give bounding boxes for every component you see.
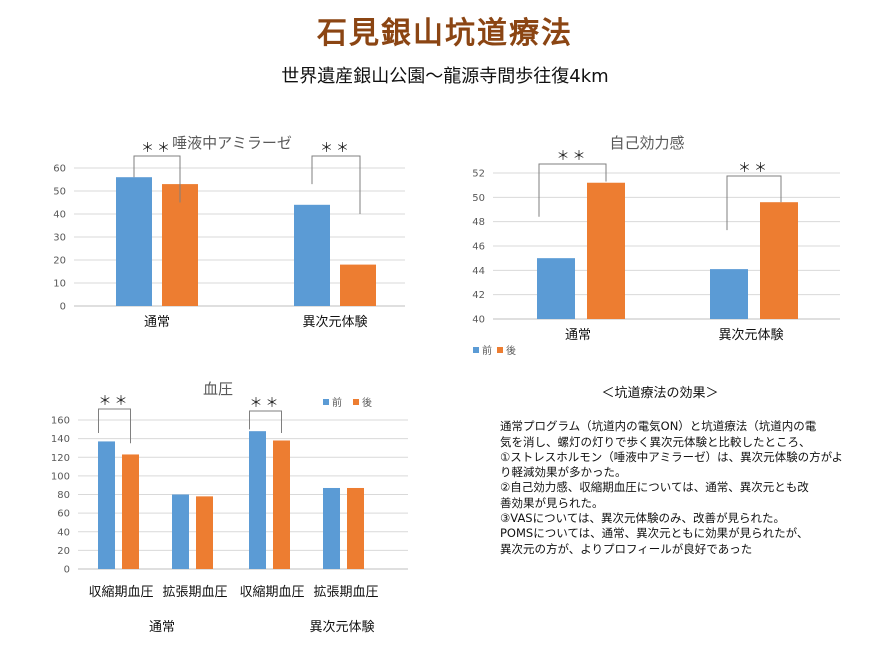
y-tick-label: 0 xyxy=(60,302,66,313)
bar-after xyxy=(196,496,213,569)
amylase-chart: 唾液中アミラーゼ 0 10 20 30 40 50 60 通常 ＊＊ 異次元体験 ＊＊ xyxy=(53,134,405,330)
y-tick-label: 40 xyxy=(57,527,70,538)
y-tick-label: 120 xyxy=(51,453,70,464)
significance-marker: ＊＊ xyxy=(556,149,588,164)
chart-title: 自己効力感 xyxy=(609,134,684,152)
y-tick-label: 20 xyxy=(53,256,66,267)
category-label: 通常 xyxy=(144,315,170,330)
effects-line: 善効果が見られた。 xyxy=(500,495,604,510)
significance-marker: ＊＊ xyxy=(141,141,173,156)
y-tick-label: 48 xyxy=(472,217,485,228)
category-label: 通常 xyxy=(565,328,591,343)
effects-line: ②自己効力感、収縮期血圧については、通常、異次元とも改 xyxy=(500,480,809,495)
group-label: 異次元体験 xyxy=(309,619,374,635)
category-label: 拡張期血圧 xyxy=(313,585,378,600)
page-subtitle: 世界遺産銀山公園～龍源寺間歩往復4km xyxy=(281,66,609,87)
y-tick-label: 52 xyxy=(472,169,485,180)
effects-line: り軽減効果が多かった。 xyxy=(500,465,627,480)
effects-line: POMSについては、通常、異次元ともに効果が見られたが、 xyxy=(500,526,809,541)
effects-line: ①ストレスホルモン（唾液中アミラーゼ）は、異次元体験の方がよ xyxy=(500,449,844,464)
legend-swatch-after xyxy=(353,399,359,405)
y-tick-label: 30 xyxy=(53,233,66,244)
chart-title: 唾液中アミラーゼ xyxy=(172,134,292,152)
legend-label: 前 xyxy=(332,396,342,409)
self-efficacy-chart: 自己効力感 40 42 44 46 48 50 52 通常 ＊＊ 異次元体験 ＊＊ 前 後 xyxy=(472,134,840,357)
bar-before xyxy=(98,441,115,569)
legend-label: 後 xyxy=(362,396,372,409)
y-tick-label: 100 xyxy=(51,471,70,482)
y-tick-label: 60 xyxy=(57,509,70,520)
bar-before xyxy=(537,258,575,319)
category-label: 収縮期血圧 xyxy=(88,584,153,600)
y-tick-label: 20 xyxy=(57,546,70,557)
y-tick-label: 40 xyxy=(53,210,66,221)
y-tick-label: 42 xyxy=(472,290,485,301)
legend-label: 前 xyxy=(482,344,492,357)
y-tick-label: 46 xyxy=(472,242,485,253)
effects-line: 気を消し、螺灯の灯りで歩く異次元体験と比較したところ、 xyxy=(500,434,811,449)
category-label: 収縮期血圧 xyxy=(239,584,304,600)
significance-marker: ＊＊ xyxy=(249,396,281,411)
effects-line: 異次元の方が、よりプロフィールが良好であった xyxy=(500,541,753,556)
y-tick-label: 0 xyxy=(64,565,70,576)
bar-after xyxy=(347,487,364,569)
y-tick-label: 40 xyxy=(472,315,485,326)
y-tick-label: 80 xyxy=(57,490,70,501)
bar-after xyxy=(340,264,376,306)
y-tick-label: 50 xyxy=(472,193,485,204)
category-label: 拡張期血圧 xyxy=(162,585,227,600)
bar-before xyxy=(294,204,330,306)
legend-swatch-after xyxy=(497,347,503,353)
significance-marker: ＊＊ xyxy=(98,394,130,409)
bar-after xyxy=(162,184,198,306)
significance-bracket xyxy=(311,155,361,214)
effects-line: 通常プログラム（坑道内の電気ON）と坑道療法（坑道内の電 xyxy=(500,419,817,434)
effects-panel: ＜坑道療法の効果＞ 通常プログラム（坑道内の電気ON）と坑道療法（坑道内の電 気… xyxy=(500,386,860,557)
bar-before xyxy=(172,494,189,569)
bar-after xyxy=(273,440,290,569)
legend-swatch-before xyxy=(473,347,479,353)
y-tick-label: 140 xyxy=(51,434,70,445)
significance-bracket xyxy=(249,410,282,434)
bar-before xyxy=(710,269,748,319)
effects-heading: ＜坑道療法の効果＞ xyxy=(601,386,719,401)
bar-after xyxy=(587,182,625,319)
bar-before xyxy=(323,487,340,569)
y-tick-label: 10 xyxy=(53,279,66,290)
effects-line: ③VASについては、異次元体験のみ、改善が見られた。 xyxy=(500,511,786,526)
category-label: 異次元体験 xyxy=(302,314,367,330)
y-tick-label: 44 xyxy=(472,266,485,277)
group-label: 通常 xyxy=(149,620,175,635)
bar-after xyxy=(122,454,139,569)
y-tick-label: 60 xyxy=(53,164,66,175)
y-tick-label: 160 xyxy=(51,416,70,427)
significance-bracket xyxy=(98,408,131,444)
category-label: 異次元体験 xyxy=(718,327,783,343)
significance-marker: ＊＊ xyxy=(320,141,352,156)
significance-marker: ＊＊ xyxy=(738,161,770,176)
page-title: 石見銀山坑道療法 xyxy=(317,16,573,51)
chart-title: 血圧 xyxy=(203,380,233,398)
y-tick-label: 50 xyxy=(53,187,66,198)
bar-after xyxy=(760,202,798,319)
significance-bracket xyxy=(133,155,181,203)
significance-bracket xyxy=(538,163,607,217)
significance-bracket xyxy=(726,175,782,231)
bar-before xyxy=(249,431,266,569)
effects-body: 通常プログラム（坑道内の電気ON）と坑道療法（坑道内の電 気を消し、螺灯の灯りで… xyxy=(500,419,860,557)
legend-swatch-before xyxy=(323,399,329,405)
bar-before xyxy=(116,177,152,306)
legend-label: 後 xyxy=(506,344,516,357)
